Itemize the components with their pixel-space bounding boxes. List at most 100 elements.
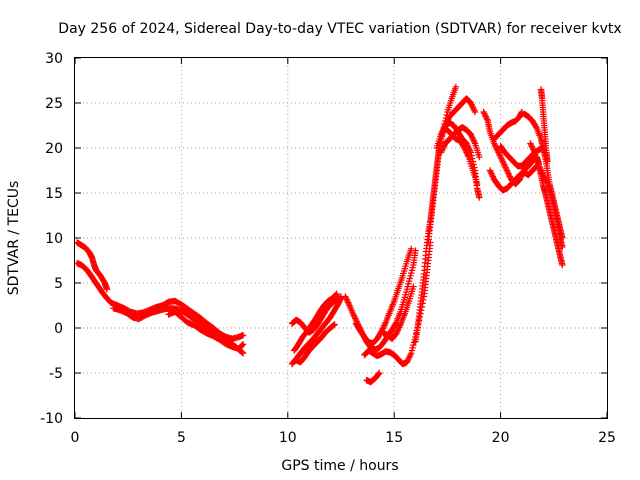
data-point [344,299,352,306]
data-point [395,325,402,333]
data-point [500,159,507,167]
data-point [396,322,404,330]
data-point [471,108,479,116]
y-tick-label: -5 [49,366,63,382]
data-point [500,161,508,168]
data-point [439,146,446,153]
y-tick-label: 20 [45,141,63,157]
data-point [486,167,494,174]
marks-layer [73,83,566,386]
data-point [464,150,471,158]
x-tick-label: 25 [598,430,616,446]
data-point [239,350,247,357]
data-point [463,149,470,156]
y-axis-label: SDTVAR / TECUs [6,181,22,296]
series-arc20 [491,108,526,143]
y-tick-label: 30 [45,51,63,67]
y-tick-label: 0 [54,321,63,337]
x-tick-label: 20 [492,430,510,446]
data-point [530,147,538,155]
data-point [393,330,400,337]
data-point [345,300,353,308]
data-point [476,194,483,201]
data-point [378,326,386,334]
data-point [503,167,511,174]
plot-frame [74,57,608,419]
data-point [489,173,496,180]
data-point [542,176,549,183]
series-arc1 [73,239,111,293]
series-arc18 [437,124,483,161]
chart-title: Day 256 of 2024, Sidereal Day-to-day VTE… [58,21,621,37]
data-point [480,108,487,116]
data-point [554,223,562,230]
data-point [239,341,246,349]
data-point [498,156,506,164]
series-arc2 [73,260,247,342]
data-point [532,123,540,131]
data-point [471,107,478,114]
data-point [467,99,475,107]
series-arc7 [290,290,340,354]
data-point [381,322,388,329]
data-point [239,341,247,348]
data-point [482,113,489,120]
series-arc24 [537,86,551,165]
data-point [470,105,477,113]
x-tick-label: 0 [71,430,80,446]
data-point [393,328,401,336]
y-tick-label: 5 [54,276,63,292]
data-point [559,243,566,251]
data-point [471,138,478,146]
data-point [539,170,546,177]
data-point [394,327,401,334]
data-point [554,219,561,227]
data-point [529,144,536,152]
series-arc21 [486,162,540,194]
data-point [404,357,411,364]
data-point [483,114,490,122]
data-point [462,147,470,155]
data-point [467,131,475,138]
data-point [487,168,494,176]
data-point [540,173,548,180]
data-point [440,143,448,150]
data-point [502,164,509,171]
series-arc11 [361,239,434,368]
series-arc12 [363,369,383,386]
data-point [549,200,557,207]
data-point [342,293,349,300]
data-point [331,321,338,328]
data-point [333,290,340,297]
data-point [481,110,488,117]
data-point [537,167,545,174]
data-point [497,153,504,161]
data-point [376,369,383,377]
data-point [548,194,555,201]
x-tick-label: 5 [177,430,186,446]
data-point [537,165,544,173]
y-tick-label: 15 [45,186,63,202]
data-point [469,102,476,110]
data-point [351,315,359,322]
grid-layer [75,58,607,418]
data-point [410,283,417,290]
data-point [493,144,500,152]
data-point [403,359,411,366]
series-arc26 [535,162,566,251]
data-point [538,168,545,176]
data-point [342,294,350,302]
data-point [461,144,468,152]
series-arc10 [352,245,415,347]
data-point [504,168,511,176]
y-tick-label: 10 [45,231,63,247]
series-arc13 [380,283,417,342]
data-point [332,291,340,298]
data-point [530,146,537,153]
data-point [542,177,550,185]
data-point [473,180,481,188]
series-arc9 [342,247,419,353]
data-point [103,286,111,293]
data-point [498,155,505,162]
